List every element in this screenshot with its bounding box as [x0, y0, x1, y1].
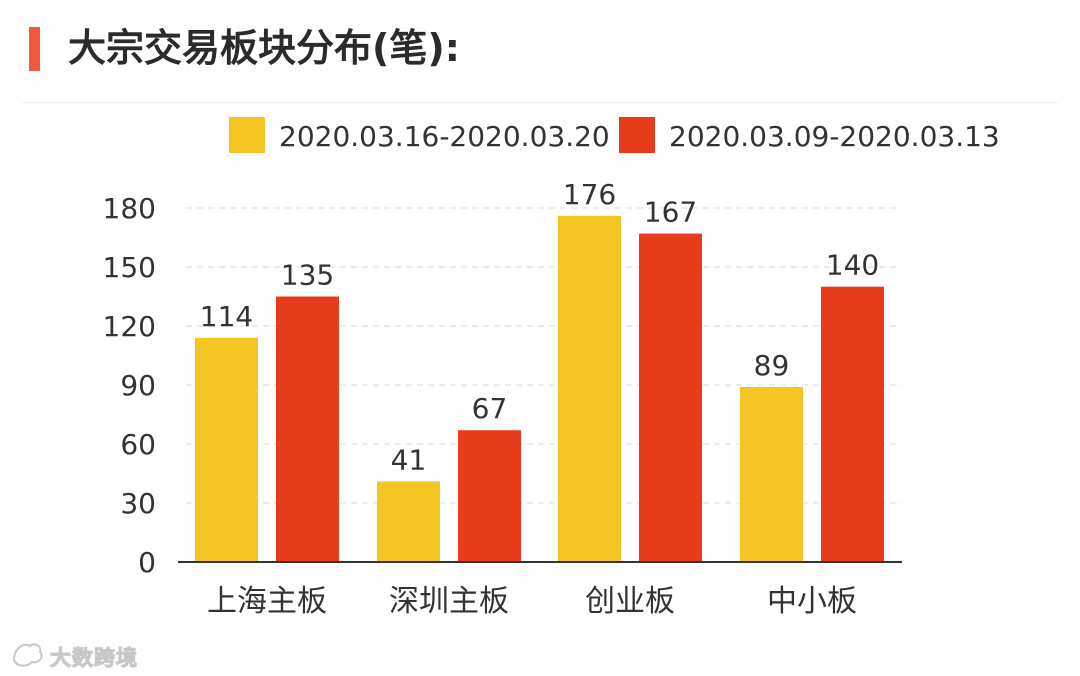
x-tick-label: 中小板	[767, 584, 857, 619]
data-labels: 114 135 41 67 176 167 89 140	[200, 178, 879, 477]
bar	[195, 337, 258, 562]
data-label: 135	[281, 259, 334, 292]
data-label: 67	[472, 392, 508, 425]
y-tick-label: 180	[103, 192, 156, 225]
legend-label: 2020.03.16-2020.03.20	[279, 120, 610, 153]
chart-title: 大宗交易板块分布(笔):	[68, 26, 460, 70]
data-label: 114	[200, 300, 253, 333]
legend-swatch	[619, 117, 655, 153]
header: 大宗交易板块分布(笔):	[0, 0, 1080, 100]
y-tick-label: 60	[120, 428, 156, 461]
bar	[821, 286, 884, 562]
y-tick-label: 0	[138, 546, 156, 579]
x-tick-label: 创业板	[585, 584, 675, 619]
bar	[740, 386, 803, 562]
x-tick-label: 深圳主板	[389, 584, 509, 619]
data-label: 167	[644, 196, 697, 229]
legend-swatch	[229, 117, 265, 153]
legend-label: 2020.03.09-2020.03.13	[669, 120, 1000, 153]
header-divider	[22, 102, 1058, 103]
title-accent-bar	[29, 27, 40, 71]
watermark: 大数跨境	[10, 638, 170, 672]
bars	[195, 215, 884, 563]
bar	[558, 215, 621, 562]
bar	[377, 481, 440, 562]
data-label: 140	[826, 249, 879, 282]
bar	[639, 233, 702, 563]
data-label: 41	[391, 443, 427, 476]
y-tick-label: 90	[120, 369, 156, 402]
watermark-logo-icon	[12, 643, 43, 667]
y-tick-label: 30	[120, 487, 156, 520]
legend: 2020.03.16-2020.03.20 2020.03.09-2020.03.…	[229, 117, 1000, 153]
watermark-text: 大数跨境	[50, 646, 138, 671]
bar	[276, 296, 339, 562]
y-tick-label: 120	[103, 310, 156, 343]
y-tick-label: 150	[103, 251, 156, 284]
x-tick-label: 上海主板	[207, 584, 327, 619]
data-label: 176	[563, 178, 616, 211]
bar	[458, 430, 521, 562]
axes: 0 30 60 90 120 150 180 上海主板 深圳主板 创业板 中小板	[103, 192, 902, 619]
data-label: 89	[754, 349, 790, 382]
